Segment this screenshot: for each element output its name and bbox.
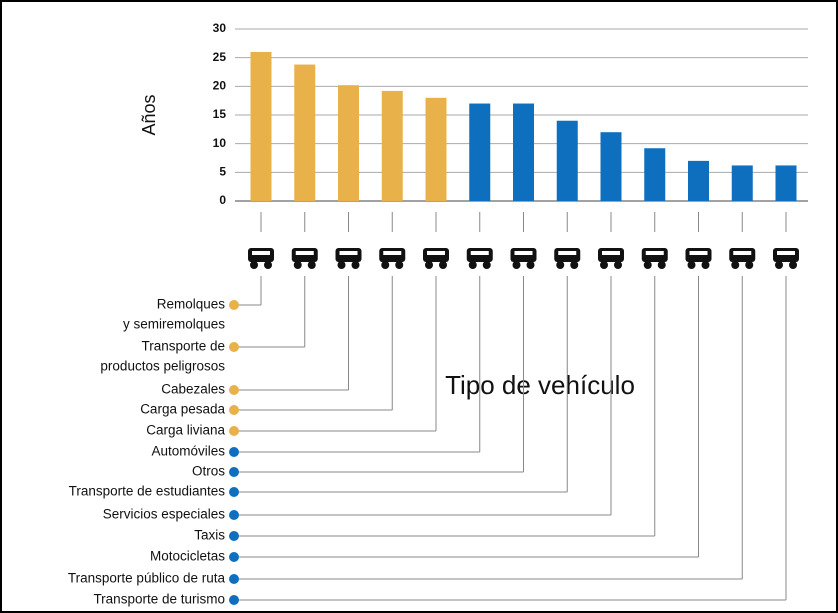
legend-dot — [229, 531, 239, 541]
legend-dot — [229, 487, 239, 497]
category-label: Motocicletas — [150, 549, 225, 564]
bar — [469, 103, 491, 201]
category-label: Carga pesada — [140, 402, 225, 417]
category-label: Carga liviana — [146, 423, 225, 438]
bar — [775, 165, 797, 201]
y-tick-label: 30 — [213, 21, 227, 35]
vehicle-icon — [614, 261, 622, 269]
category-label: y semiremolques — [123, 317, 225, 332]
vehicle-icon — [701, 261, 710, 269]
y-tick-label: 25 — [213, 50, 227, 64]
y-tick-label: 5 — [219, 165, 226, 179]
legend-dot — [229, 552, 239, 562]
vehicle-icon — [745, 261, 754, 269]
vehicle-icon — [468, 261, 477, 269]
vehicle-icon — [645, 251, 664, 255]
legend-dot — [229, 342, 239, 352]
vehicle-icon — [252, 251, 270, 255]
vehicle-icon — [600, 261, 608, 269]
bar — [513, 103, 534, 201]
category-label: Transporte de turismo — [93, 592, 225, 607]
bar — [731, 165, 753, 201]
vehicle-icon — [351, 261, 360, 269]
vehicle-icon — [425, 261, 433, 269]
vehicle-icon — [777, 251, 795, 255]
vehicle-icon — [689, 251, 708, 255]
vehicle-icon — [250, 261, 258, 269]
category-label: Servicios especiales — [103, 507, 226, 522]
vehicle-icon — [395, 261, 404, 269]
y-tick-label: 20 — [213, 79, 227, 93]
bar — [556, 120, 578, 201]
vehicle-icon — [264, 261, 272, 269]
category-label: Taxis — [194, 528, 225, 543]
vehicle-icon — [570, 261, 579, 269]
legend-dot — [229, 405, 239, 415]
vehicle-icon — [512, 261, 521, 269]
vehicle-icon — [733, 251, 752, 255]
vehicle-icon — [643, 261, 652, 269]
vehicle-icon — [731, 261, 740, 269]
legend-dot — [229, 300, 239, 310]
bar — [688, 160, 709, 201]
vehicle-icon — [381, 261, 390, 269]
vehicle-icon — [307, 261, 316, 269]
y-tick-label: 0 — [219, 193, 226, 207]
vehicle-icon — [775, 261, 783, 269]
bar — [425, 97, 447, 201]
vehicle-icon — [383, 251, 402, 255]
category-label: Transporte público de ruta — [68, 571, 226, 586]
vehicle-icon — [293, 261, 302, 269]
bar — [600, 132, 622, 201]
vehicle-icon — [470, 251, 489, 255]
category-label: Transporte de — [141, 339, 225, 354]
vehicle-icon — [339, 251, 358, 255]
vehicle-icon — [558, 251, 577, 255]
category-label: Remolques — [157, 297, 226, 312]
y-tick-label: 15 — [213, 107, 227, 121]
legend-dot — [229, 426, 239, 436]
vehicle-icon — [602, 251, 620, 255]
legend-dot — [229, 467, 239, 477]
vehicle-icon — [687, 261, 696, 269]
bar — [644, 148, 666, 201]
category-label: Otros — [192, 464, 225, 479]
vehicle-icon — [514, 251, 533, 255]
category-label: Cabezales — [161, 382, 225, 397]
vehicle-icon — [295, 251, 314, 255]
vehicle-icon — [657, 261, 666, 269]
legend-dot — [229, 447, 239, 457]
category-label: Transporte de estudiantes — [69, 484, 226, 499]
bar — [381, 90, 403, 201]
vehicle-icon — [789, 261, 797, 269]
legend-dot — [229, 385, 239, 395]
bar — [294, 64, 316, 202]
category-label: productos peligrosos — [100, 359, 225, 374]
legend-dot — [229, 574, 239, 584]
category-label: Automóviles — [151, 444, 225, 459]
bar — [250, 51, 272, 201]
vehicle-icon — [439, 261, 447, 269]
vehicle-icon — [337, 261, 346, 269]
y-tick-label: 10 — [213, 136, 227, 150]
vehicle-icon — [427, 251, 445, 255]
vehicle-icon — [526, 261, 535, 269]
bar — [338, 85, 359, 201]
vehicle-icon — [556, 261, 565, 269]
x-axis-label: Tipo de vehículo — [445, 370, 635, 400]
y-axis-label: Años — [139, 94, 159, 135]
legend-dot — [229, 595, 239, 605]
legend-dot — [229, 510, 239, 520]
vehicle-icon — [482, 261, 491, 269]
